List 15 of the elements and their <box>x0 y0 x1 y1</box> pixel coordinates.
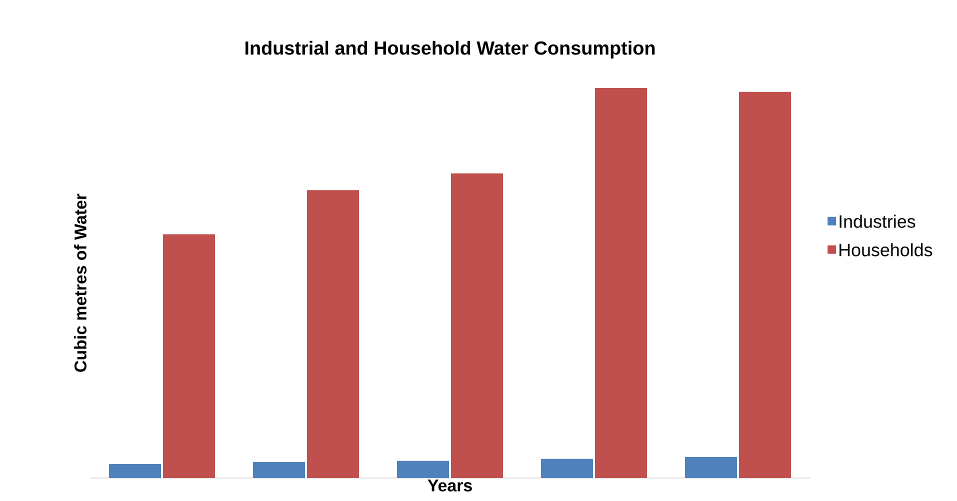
bar <box>162 234 215 478</box>
legend-label: Industries <box>840 214 916 228</box>
legend-label: Households <box>840 243 932 256</box>
bar <box>451 173 503 478</box>
chart-title: Industrial and Household Water Consumption <box>246 40 655 58</box>
bar <box>109 464 162 478</box>
x-axis-title: Years <box>428 480 472 492</box>
bar <box>685 456 738 478</box>
bar <box>541 458 594 478</box>
bar <box>739 92 791 478</box>
bar <box>595 88 647 478</box>
bar <box>253 462 306 478</box>
bar <box>397 460 450 478</box>
bar <box>307 190 359 478</box>
y-axis-title: Cubic metres of Water <box>74 194 86 372</box>
